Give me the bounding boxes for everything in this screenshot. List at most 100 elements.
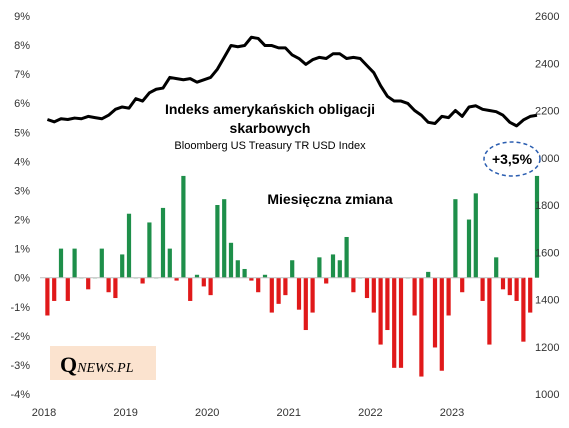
bar-22 (194, 274, 200, 278)
right-tick-label: 1000 (535, 389, 559, 401)
bar-29 (242, 268, 247, 278)
bar-43 (337, 260, 342, 278)
bar-18 (167, 248, 172, 278)
left-tick-label: 9% (14, 11, 30, 23)
bar-15 (147, 222, 152, 278)
bar-23 (201, 277, 206, 287)
bar-34 (276, 277, 281, 304)
bar-31 (256, 277, 261, 293)
bar-66 (494, 257, 499, 278)
bar-71 (528, 277, 533, 313)
left-tick-label: -3% (10, 360, 30, 372)
bar-68 (507, 277, 512, 296)
logo-q: Q (60, 352, 77, 377)
bar-50 (385, 277, 390, 331)
bar-51 (392, 277, 397, 368)
bar-59 (446, 277, 451, 316)
x-axis-labels: 2018 2019 2020 2021 2022 2023 (32, 407, 464, 419)
bar-60 (453, 199, 458, 278)
bar-19 (174, 277, 179, 281)
logo-background (50, 346, 156, 380)
logo-text: QNEWS.PL (60, 352, 134, 377)
left-tick-label: 1% (14, 244, 30, 256)
left-tick-label: 3% (14, 186, 30, 198)
bar-33 (269, 277, 274, 313)
bar-24 (208, 277, 213, 296)
left-tick-label: 8% (14, 40, 30, 52)
right-tick-label: 2000 (535, 153, 559, 165)
x-tick-label: 2020 (195, 407, 219, 419)
bar-67 (500, 277, 506, 290)
logo-rest: NEWS.PL (76, 361, 134, 376)
bar-63 (473, 193, 478, 278)
bar-39 (310, 277, 315, 313)
bar-44 (344, 236, 349, 278)
right-tick-label: 1800 (535, 200, 559, 212)
x-tick-label: 2019 (113, 407, 137, 419)
bar-4 (72, 248, 77, 278)
bar-35 (283, 277, 288, 296)
bar-64 (480, 277, 485, 301)
bar-3 (65, 277, 70, 301)
right-tick-label: 2400 (535, 58, 559, 70)
bar-14 (140, 277, 145, 284)
bar-30 (249, 277, 254, 281)
left-tick-label: 5% (14, 127, 30, 139)
bar-37 (296, 277, 302, 310)
bar-0 (45, 277, 50, 316)
left-tick-label: -4% (10, 389, 30, 401)
left-tick-label: 7% (14, 69, 30, 81)
line-subtitle: Bloomberg US Treasury TR USD Index (174, 140, 366, 152)
bar-1 (52, 277, 57, 301)
bar-72 (534, 175, 540, 278)
bar-65 (487, 277, 492, 345)
right-tick-label: 1400 (535, 295, 559, 307)
bar-61 (460, 277, 465, 293)
x-tick-label: 2023 (440, 407, 464, 419)
right-tick-label: 1600 (535, 247, 559, 259)
x-tick-label: 2021 (277, 407, 301, 419)
bar-20 (181, 175, 186, 278)
bar-32 (262, 274, 268, 278)
left-tick-label: 0% (14, 273, 30, 285)
bar-70 (521, 277, 526, 342)
bar-10 (113, 277, 118, 299)
bar-58 (439, 277, 444, 371)
bar-41 (324, 277, 329, 284)
bar-40 (317, 257, 322, 278)
bar-27 (228, 242, 234, 278)
logo: QNEWS.PL (50, 346, 156, 380)
bar-title: Miesięczna zmiana (267, 191, 392, 207)
bar-54 (412, 277, 417, 316)
x-tick-label: 2022 (358, 407, 382, 419)
bar-8 (99, 248, 104, 278)
callout-label: +3,5% (492, 151, 533, 167)
right-tick-label: 1200 (535, 342, 559, 354)
callout-ellipse (483, 141, 541, 177)
bar-45 (351, 277, 356, 293)
bar-9 (106, 277, 111, 293)
right-axis-labels: 1000 1200 1400 1600 1800 2000 2200 2400 2600 (535, 11, 559, 401)
bar-28 (235, 260, 240, 278)
bar-69 (514, 277, 519, 301)
bar-47 (364, 277, 370, 299)
bar-25 (215, 205, 220, 278)
bar-17 (160, 207, 166, 278)
right-tick-label: 2200 (535, 106, 559, 118)
bar-57 (432, 277, 438, 348)
bar-12 (126, 213, 132, 278)
bar-36 (290, 260, 295, 278)
bar-56 (426, 271, 431, 278)
bar-6 (86, 277, 91, 290)
bar-38 (303, 277, 308, 331)
left-axis-labels: -4% -3% -2% -1% 0% 1% 2% 3% 4% 5% 6% 7% 8% 9% (10, 11, 30, 401)
x-tick-label: 2018 (32, 407, 56, 419)
bar-series (45, 175, 540, 377)
left-tick-label: 6% (14, 98, 30, 110)
right-tick-label: 2600 (535, 11, 559, 23)
left-tick-label: 2% (14, 215, 30, 227)
line-title-2: skarbowych (230, 120, 311, 136)
index-line-series (46, 35, 538, 128)
left-tick-label: 4% (14, 156, 30, 168)
